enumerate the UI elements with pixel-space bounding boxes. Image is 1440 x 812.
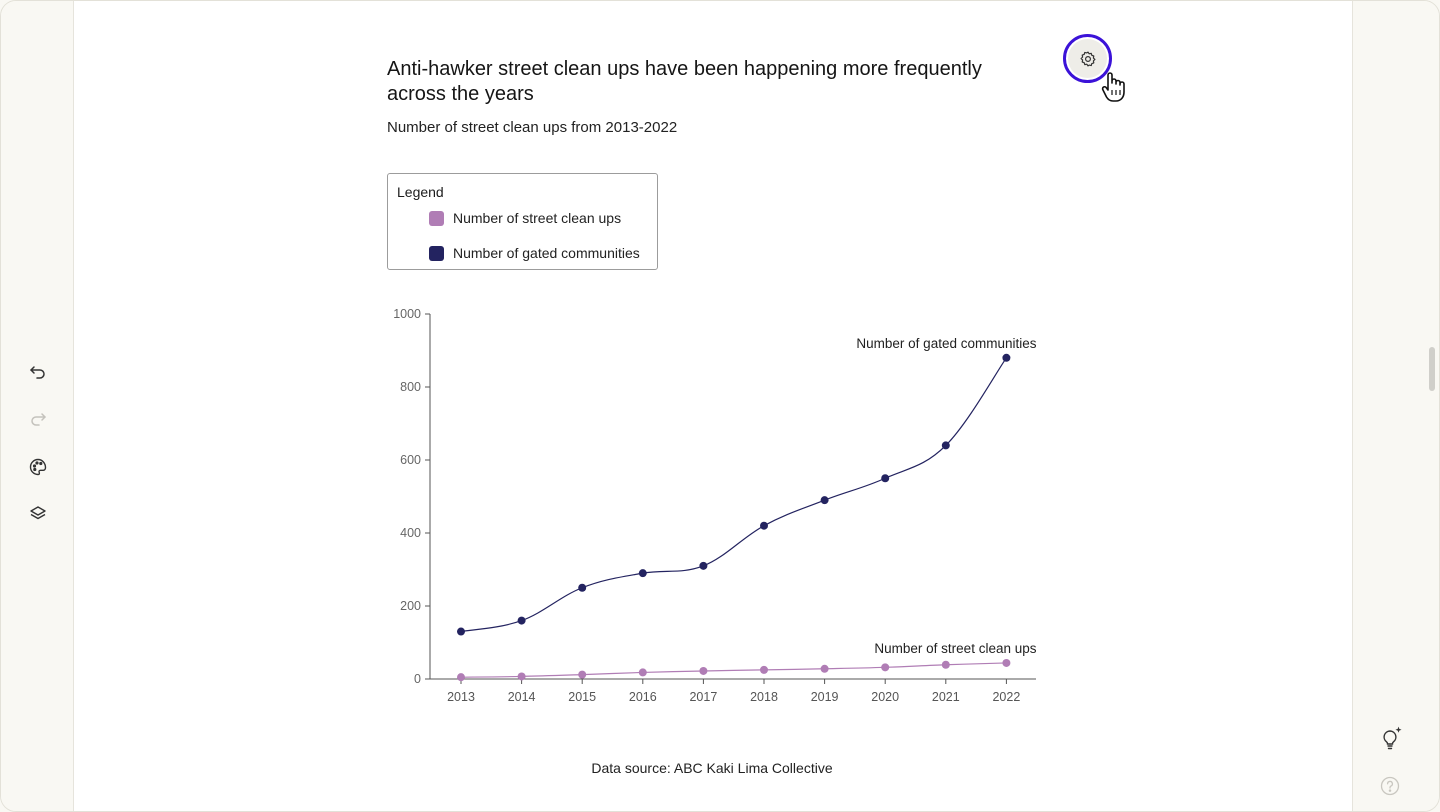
legend-item-clean-ups: Number of street clean ups bbox=[429, 210, 621, 226]
series-line bbox=[460, 357, 1007, 633]
data-point bbox=[941, 441, 950, 450]
x-tick-label: 2015 bbox=[568, 690, 596, 704]
undo-button[interactable] bbox=[25, 359, 51, 385]
palette-button[interactable] bbox=[25, 454, 51, 480]
scrollbar-thumb[interactable] bbox=[1429, 347, 1435, 391]
data-point bbox=[760, 521, 768, 530]
data-point bbox=[517, 672, 526, 681]
x-tick-label: 2013 bbox=[447, 690, 475, 704]
gear-icon bbox=[1080, 51, 1095, 66]
x-tick-label: 2022 bbox=[992, 690, 1020, 704]
palette-icon bbox=[29, 458, 47, 476]
y-tick-label: 600 bbox=[400, 453, 421, 467]
redo-icon bbox=[31, 413, 46, 426]
redo-button[interactable] bbox=[25, 406, 51, 432]
data-point bbox=[1002, 353, 1011, 362]
data-point bbox=[457, 673, 465, 682]
data-point bbox=[820, 664, 829, 673]
data-point bbox=[820, 496, 829, 505]
data-point bbox=[941, 660, 950, 669]
right-panel bbox=[1352, 1, 1439, 811]
series-end-label: Number of street clean ups bbox=[874, 641, 1036, 656]
legend: Legend Number of street clean ups Number… bbox=[387, 173, 658, 270]
data-point bbox=[457, 627, 465, 636]
chart-canvas bbox=[74, 1, 1353, 811]
x-tick-label: 2018 bbox=[750, 690, 778, 704]
x-tick-label: 2017 bbox=[689, 690, 717, 704]
legend-swatch bbox=[429, 210, 444, 226]
data-point bbox=[881, 474, 890, 483]
x-tick-label: 2020 bbox=[871, 690, 899, 704]
chart-title: Anti-hawker street clean ups have been h… bbox=[387, 58, 982, 105]
data-point bbox=[638, 569, 647, 578]
legend-title: Legend bbox=[397, 184, 444, 200]
data-point bbox=[699, 561, 708, 570]
series-end-label: Number of gated communities bbox=[856, 336, 1036, 351]
data-point bbox=[578, 583, 587, 592]
undo-icon bbox=[30, 366, 45, 379]
data-point bbox=[881, 663, 890, 672]
chart-settings-button[interactable] bbox=[1063, 34, 1112, 83]
legend-label: Number of street clean ups bbox=[453, 210, 622, 226]
data-point bbox=[517, 616, 526, 625]
chart-subtitle: Number of street clean ups from 2013-202… bbox=[387, 119, 678, 136]
y-tick-label: 800 bbox=[400, 380, 421, 394]
x-tick-label: 2019 bbox=[811, 690, 839, 704]
data-point bbox=[638, 668, 647, 677]
gear-button-face bbox=[1068, 39, 1107, 78]
x-tick-label: 2021 bbox=[932, 690, 960, 704]
legend-swatch bbox=[429, 245, 444, 261]
x-tick-label: 2016 bbox=[629, 690, 657, 704]
left-toolbar bbox=[1, 1, 74, 811]
legend-label: Number of gated communities bbox=[453, 245, 640, 261]
y-tick-label: 200 bbox=[400, 599, 421, 613]
x-tick-label: 2014 bbox=[508, 690, 536, 704]
line-chart: 0 200 400 600 800 1000 2013 2014 2015 2016 2017 201… bbox=[393, 307, 1037, 704]
help-icon[interactable] bbox=[1380, 776, 1400, 796]
legend-item-gated: Number of gated communities bbox=[429, 245, 640, 261]
layers-icon bbox=[30, 506, 46, 520]
series-line bbox=[460, 662, 1007, 678]
y-tick-label: 1000 bbox=[393, 307, 421, 321]
data-point bbox=[760, 665, 768, 674]
data-point bbox=[578, 670, 587, 679]
data-point bbox=[699, 666, 708, 675]
data-point bbox=[1002, 658, 1011, 667]
y-tick-label: 400 bbox=[400, 526, 421, 540]
lightbulb-icon[interactable] bbox=[1377, 726, 1403, 752]
y-tick-label: 0 bbox=[414, 672, 421, 686]
layers-button[interactable] bbox=[25, 501, 51, 527]
data-source: Data source: ABC Kaki Lima Collective bbox=[591, 760, 833, 776]
hand-cursor-icon bbox=[1101, 72, 1125, 102]
